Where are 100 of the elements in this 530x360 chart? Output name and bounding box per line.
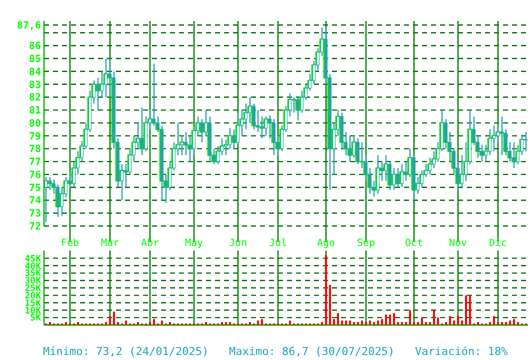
candlestick — [184, 131, 188, 156]
bar — [109, 316, 111, 325]
x-tick-label: Nov — [448, 238, 468, 249]
y-tick-label: 81 — [28, 106, 41, 117]
candlestick — [348, 135, 352, 162]
y-tick-label: 86 — [28, 41, 41, 52]
candlestick — [100, 70, 104, 98]
bar — [429, 322, 431, 325]
candlestick — [524, 131, 528, 152]
bar — [333, 319, 335, 325]
bar — [469, 295, 471, 325]
candlestick — [56, 184, 60, 218]
bar — [205, 322, 207, 325]
y-tick-label: 72 — [28, 222, 41, 232]
bar — [461, 320, 463, 325]
bar — [425, 322, 427, 325]
candlestick — [404, 160, 408, 182]
x-tick-label: Feb — [60, 238, 80, 249]
candlestick — [256, 109, 260, 133]
candlestick — [500, 116, 504, 156]
candlestick — [152, 63, 156, 126]
candlestick — [352, 135, 356, 158]
x-tick-label: Dic — [488, 238, 508, 249]
text: Variación: 18% — [415, 345, 508, 358]
y-tick-label: 77 — [28, 157, 41, 168]
bar — [401, 322, 403, 325]
bar — [445, 322, 447, 325]
bar — [369, 320, 371, 325]
candlestick — [384, 154, 388, 182]
candlestick — [44, 176, 48, 223]
candlestick — [232, 128, 236, 150]
y-tick-label: 85 — [28, 54, 41, 65]
bar — [449, 316, 451, 325]
y-tick-label: 5K — [30, 314, 42, 324]
bar — [385, 314, 387, 325]
bar — [373, 322, 375, 325]
bar — [345, 320, 347, 325]
bar — [149, 322, 151, 325]
bar — [433, 310, 435, 325]
candlestick — [496, 124, 500, 143]
bar — [501, 322, 503, 325]
bar — [225, 322, 227, 325]
bar — [257, 320, 259, 325]
candlestick — [432, 150, 436, 169]
bar — [409, 310, 411, 325]
bar — [393, 313, 395, 325]
x-tick-label: Ago — [316, 238, 336, 249]
y-tick-label: 76 — [28, 170, 41, 181]
bar — [361, 320, 363, 325]
candlestick — [356, 138, 360, 165]
bar — [437, 318, 439, 325]
bar — [49, 322, 51, 325]
candlestick — [140, 106, 144, 156]
bar — [413, 322, 415, 325]
bar — [513, 319, 515, 325]
bar — [457, 316, 459, 325]
bar — [261, 319, 263, 325]
candlestick — [444, 118, 448, 150]
candlestick — [492, 124, 496, 152]
candlestick — [428, 157, 432, 176]
bar — [137, 322, 139, 325]
bar — [421, 318, 423, 325]
candlestick — [248, 96, 252, 124]
bar — [381, 319, 383, 325]
y-tick-label: 78 — [28, 144, 41, 156]
bar — [77, 322, 79, 325]
candlestick — [376, 154, 380, 194]
text: Mínimo: 73,2 (24/01/2025) — [43, 345, 209, 358]
candlestick — [228, 127, 232, 150]
bar — [221, 322, 223, 325]
candlestick — [300, 90, 304, 114]
candlestick — [236, 112, 240, 146]
candlestick — [268, 114, 272, 139]
y-tick-label: 75 — [28, 182, 41, 194]
bar — [153, 319, 155, 325]
x-tick-label: Jun — [228, 238, 248, 249]
bar — [113, 312, 115, 325]
candlestick — [420, 170, 424, 188]
bar — [509, 320, 511, 325]
candlestick — [400, 164, 404, 188]
bar — [365, 322, 367, 325]
bar — [417, 322, 419, 325]
bar — [505, 322, 507, 325]
candlestick — [260, 116, 264, 139]
y-tick-label: 87,6 — [16, 20, 41, 32]
candlestick — [488, 128, 492, 156]
x-tick-label: Oct — [404, 238, 424, 249]
x-tick-label: Abr — [140, 238, 160, 249]
y-tick-label: 79 — [28, 131, 41, 142]
candlestick — [480, 144, 484, 162]
bar — [357, 322, 359, 325]
bar — [341, 320, 343, 325]
y-tick-label: 83 — [28, 80, 41, 91]
candlestick — [396, 167, 400, 188]
bar — [229, 322, 231, 325]
candlestick — [96, 77, 100, 111]
y-tick-label: 80 — [28, 118, 41, 130]
x-tick-label: Jul — [268, 238, 288, 249]
bar — [477, 322, 479, 325]
bar — [353, 322, 355, 325]
